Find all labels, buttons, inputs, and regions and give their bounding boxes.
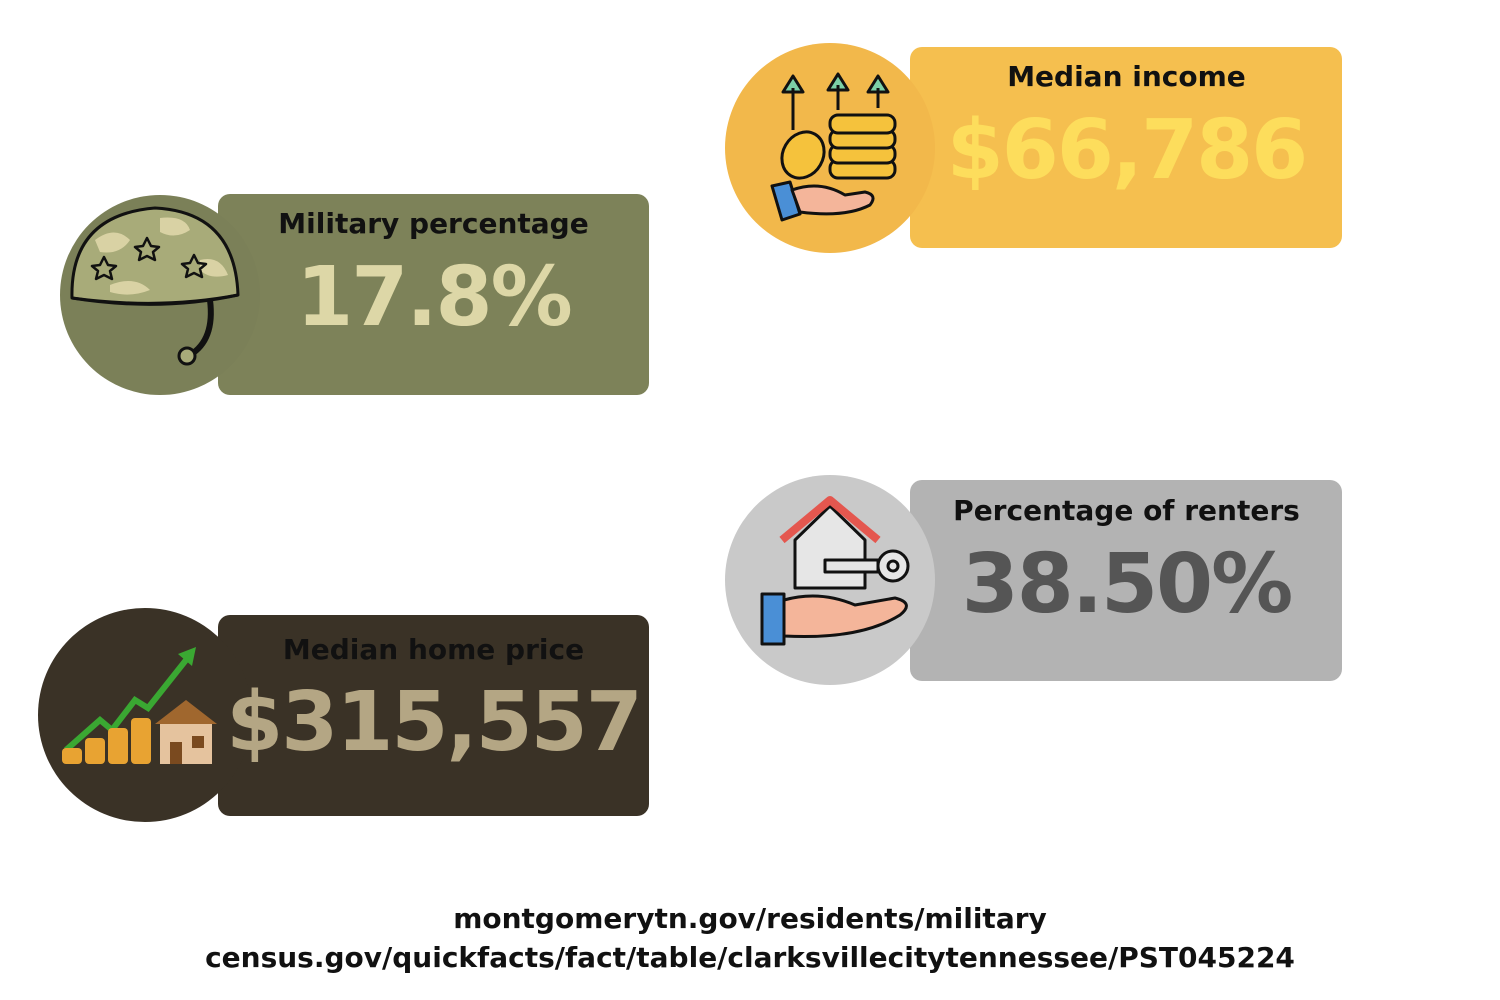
source: census.gov/quickfacts/fact/table/clarksv… [205, 941, 1295, 974]
source: montgomerytn.gov/residents/military [453, 902, 1047, 935]
card-label: Median income [1007, 60, 1246, 93]
card-box [218, 615, 649, 816]
card-label: Percentage of renters [953, 494, 1300, 527]
card-box [910, 480, 1342, 681]
card-value: 38.50% [961, 537, 1294, 632]
card-value: $66,786 [946, 103, 1308, 198]
card-label: Military percentage [278, 207, 589, 240]
home-price-icon [62, 647, 217, 764]
card-box [910, 47, 1342, 248]
icon-circle [38, 608, 252, 822]
card-value: $315,557 [226, 675, 643, 770]
renters-icon [760, 496, 910, 646]
helmet-icon [70, 206, 240, 366]
card-box [218, 194, 649, 395]
card-value: 17.8% [296, 250, 572, 345]
income-icon [770, 72, 897, 222]
card-label: Median home price [282, 633, 585, 666]
